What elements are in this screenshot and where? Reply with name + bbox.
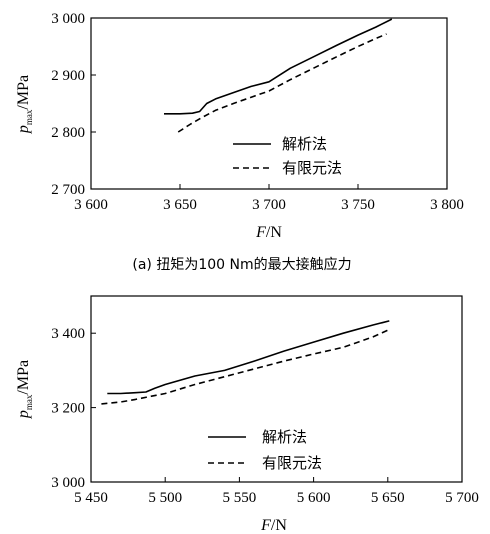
chart-a-y-tick-label: 2 800	[51, 125, 85, 141]
chart-a-x-axis-label: F/N	[255, 224, 282, 241]
chart-b-x-axis-label: F/N	[260, 517, 287, 534]
chart-a: 3 600 3 650 3 700 3 750 3 800 2 700 2 800 2 900…	[15, 11, 464, 273]
chart-b-series	[101, 320, 390, 405]
chart-b-series-line-1	[107, 320, 390, 395]
chart-a-x-tick-label: 3 750	[341, 197, 375, 213]
chart-b-x-tick-label: 5 500	[148, 490, 182, 506]
chart-b-legend-label-1: 解析法	[262, 428, 307, 446]
chart-b-x-tick-label: 5 650	[371, 490, 405, 506]
chart-a-legend-label-1: 解析法	[282, 135, 327, 153]
chart-a-x-tick-label: 3 700	[252, 197, 286, 213]
chart-a-y-axis-label: pmax/MPa	[15, 75, 34, 134]
chart-a-y-tick-label: 3 000	[51, 11, 85, 27]
chart-b-series-line-2	[101, 328, 390, 405]
chart-a-series-line-2	[177, 33, 387, 133]
chart-a-series	[164, 18, 393, 133]
chart-b-y-tick-label: 3 400	[51, 326, 85, 342]
chart-a-x-tick-label: 3 600	[74, 197, 108, 213]
chart-b-legend-label-2: 有限元法	[262, 454, 322, 472]
chart-b-x-tick-label: 5 550	[223, 490, 257, 506]
chart-b-legend: 解析法 有限元法	[208, 428, 322, 472]
chart-a-legend: 解析法 有限元法	[233, 135, 342, 177]
chart-b: 5 450 5 500 5 550 5 600 5 650 5 700 3 000 3 200…	[15, 295, 479, 534]
chart-a-ticks: 3 600 3 650 3 700 3 750 3 800 2 700 2 800 2 900…	[51, 11, 464, 213]
chart-b-y-tick-label: 3 200	[51, 401, 85, 417]
chart-a-y-tick-label: 2 700	[51, 182, 85, 198]
chart-b-y-axis-label: pmax/MPa	[15, 360, 34, 419]
chart-a-series-line-1	[164, 18, 393, 115]
chart-b-x-tick-label: 5 450	[74, 490, 108, 506]
chart-a-caption: (a) 扭矩为100 Nm的最大接触应力	[132, 256, 351, 273]
chart-b-x-tick-label: 5 600	[297, 490, 331, 506]
chart-b-plot-frame	[90, 295, 463, 483]
chart-b-x-tick-label: 5 700	[445, 490, 479, 506]
chart-a-plot-frame	[90, 17, 448, 190]
chart-a-x-tick-label: 3 650	[163, 197, 197, 213]
chart-a-legend-label-2: 有限元法	[282, 159, 342, 177]
chart-a-x-tick-label: 3 800	[430, 197, 464, 213]
chart-a-y-tick-label: 2 900	[51, 68, 85, 84]
chart-b-y-tick-label: 3 000	[51, 475, 85, 491]
chart-b-ticks: 5 450 5 500 5 550 5 600 5 650 5 700 3 000 3 200…	[51, 326, 479, 506]
